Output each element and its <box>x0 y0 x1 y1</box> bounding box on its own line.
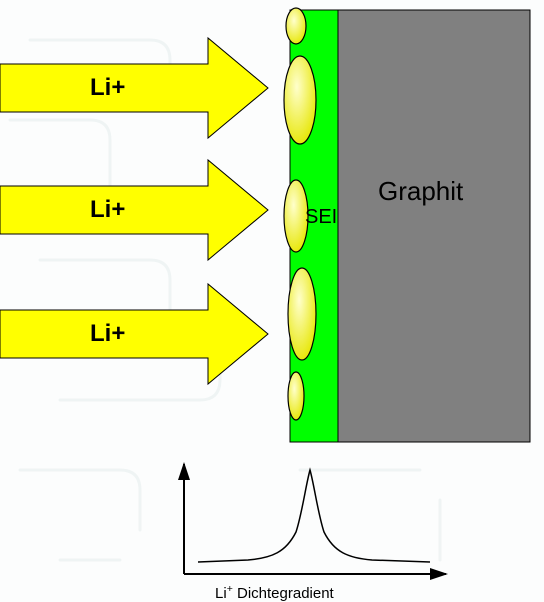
arrow-label-2: Li+ <box>90 320 125 348</box>
arrow-label-0: Li+ <box>90 74 125 102</box>
deposit-ellipse-0 <box>286 8 306 44</box>
curve-label: Li+ Dichtegradient <box>215 583 334 602</box>
deposit-ellipse-3 <box>288 268 316 360</box>
li-arrow-0 <box>0 38 268 138</box>
deposit-ellipse-1 <box>284 56 316 144</box>
density-curve <box>198 470 430 562</box>
li-arrow-2 <box>0 284 268 384</box>
li-arrow-1 <box>0 160 268 260</box>
graphit-label: Graphit <box>378 176 463 207</box>
sei-label: SEI <box>305 206 337 229</box>
deposit-ellipse-4 <box>288 372 304 420</box>
diagram-svg <box>0 0 544 599</box>
arrow-label-1: Li+ <box>90 196 125 224</box>
